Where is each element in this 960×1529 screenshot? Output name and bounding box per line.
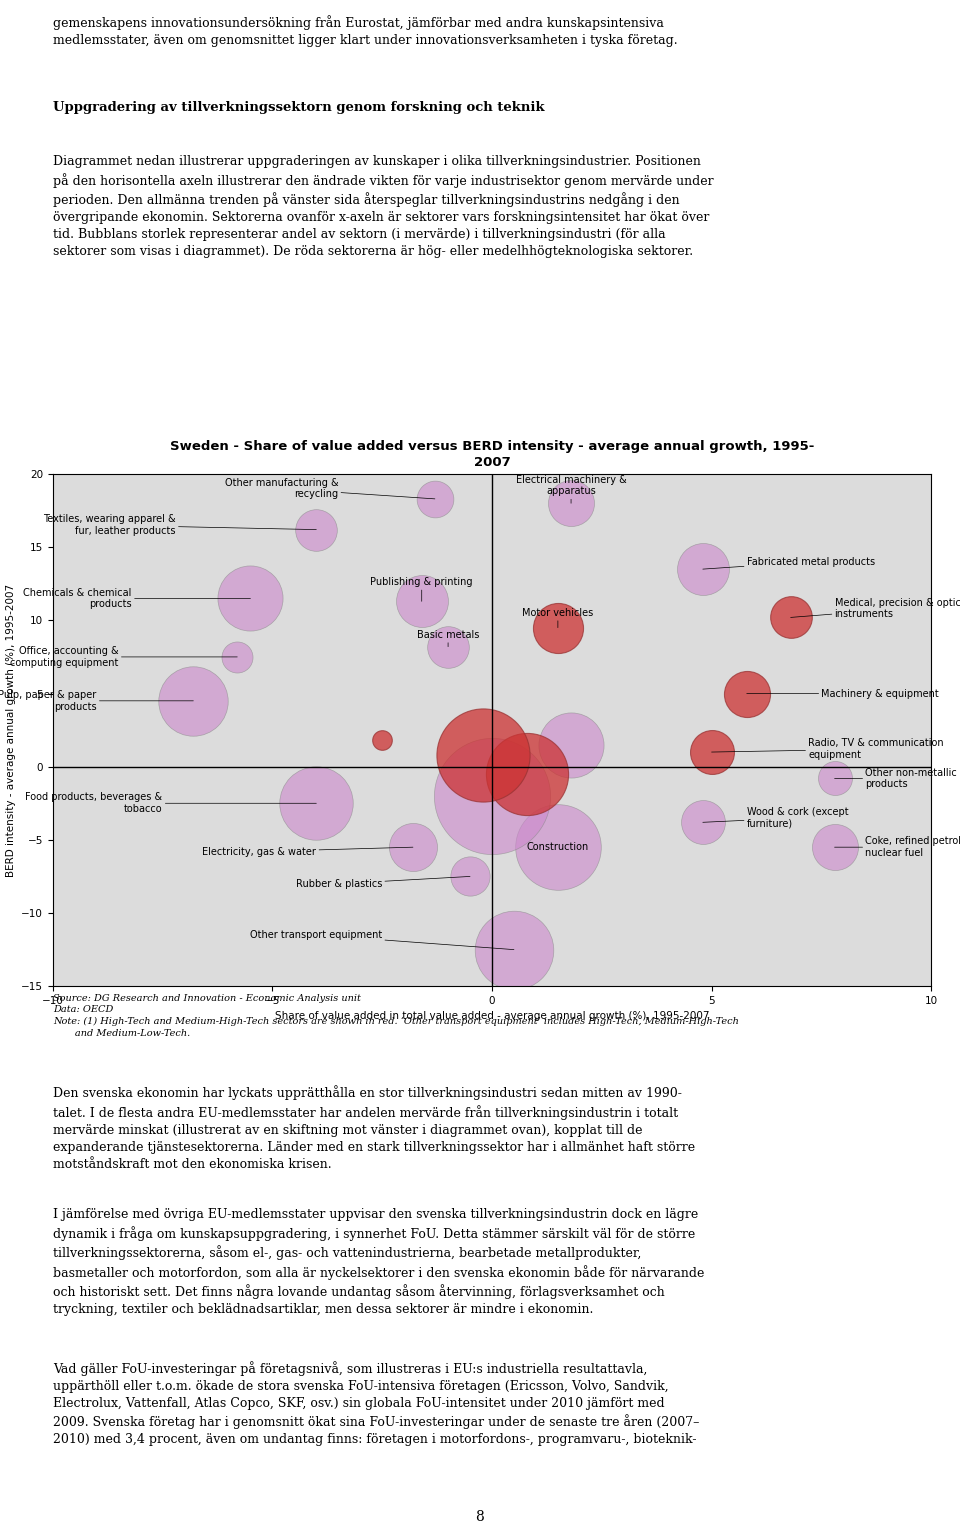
Point (309, 517, 324, 541)
Point (704, 740, 719, 764)
Text: Construction: Construction (527, 842, 589, 852)
Point (519, 761, 535, 786)
Point (827, 835, 842, 859)
Point (475, 743, 491, 768)
Text: Basic metals: Basic metals (417, 630, 479, 647)
Text: Wood & cork (except
furniture): Wood & cork (except furniture) (703, 807, 849, 829)
Text: Food products, beverages &
tobacco: Food products, beverages & tobacco (26, 792, 317, 813)
Point (441, 635, 456, 659)
Text: Machinery & equipment: Machinery & equipment (747, 688, 939, 699)
Point (695, 557, 710, 581)
Text: Fabricated metal products: Fabricated metal products (703, 557, 875, 569)
Text: Office, accounting &
computing equipment: Office, accounting & computing equipment (11, 647, 237, 668)
Text: Diagrammet nedan illustrerar uppgraderingen av kunskaper i olika tillverkningsin: Diagrammet nedan illustrerar uppgraderin… (53, 154, 713, 258)
Text: gemenskapens innovationsundersökning från Eurostat, jämförbar med andra kunskaps: gemenskapens innovationsundersökning frå… (53, 15, 678, 47)
Text: Chemicals & chemical
products: Chemicals & chemical products (23, 587, 251, 609)
Point (695, 810, 710, 835)
Text: Other transport equipment: Other transport equipment (250, 930, 514, 950)
Text: Motor vehicles: Motor vehicles (522, 609, 593, 627)
Text: Pulp, paper & paper
products: Pulp, paper & paper products (0, 690, 193, 711)
Point (405, 835, 420, 859)
Point (185, 688, 201, 713)
Point (564, 732, 579, 757)
Point (463, 864, 478, 888)
Text: Uppgradering av tillverkningssektorn genom forskning och teknik: Uppgradering av tillverkningssektorn gen… (53, 101, 544, 115)
Point (827, 766, 842, 790)
Point (414, 589, 429, 613)
X-axis label: Share of value added in total value added - average annual growth (%), 1995-2007: Share of value added in total value adde… (275, 1012, 709, 1021)
Point (783, 605, 799, 630)
Text: Coke, refined petroleum,
nuclear fuel: Coke, refined petroleum, nuclear fuel (834, 836, 960, 858)
Point (550, 835, 565, 859)
Text: Rubber & plastics: Rubber & plastics (296, 876, 470, 888)
Text: Den svenska ekonomin har lyckats upprätthålla en stor tillverkningsindustri seda: Den svenska ekonomin har lyckats upprätt… (53, 1086, 695, 1171)
Text: Electricity, gas & water: Electricity, gas & water (203, 847, 413, 856)
Text: Textiles, wearing apparel &
fur, leather products: Textiles, wearing apparel & fur, leather… (43, 514, 317, 537)
Point (427, 486, 443, 511)
Point (506, 937, 521, 962)
Text: Electrical machinery &
apparatus: Electrical machinery & apparatus (516, 476, 627, 503)
Text: Publishing & printing: Publishing & printing (371, 578, 473, 601)
Point (564, 491, 579, 515)
Text: Vad gäller FoU-investeringar på företagsnivå, som illustreras i EU:s industriell: Vad gäller FoU-investeringar på företags… (53, 1361, 699, 1446)
Text: Source: DG Research and Innovation - Economic Analysis unit
Data: OECD
Note: (1): Source: DG Research and Innovation - Eco… (53, 994, 738, 1038)
Text: Other manufacturing &
recycling: Other manufacturing & recycling (225, 479, 435, 500)
Text: Other non-metallic mineral
products: Other non-metallic mineral products (834, 768, 960, 789)
Text: 8: 8 (475, 1511, 485, 1524)
Y-axis label: BERD intensity - average annual growth (%), 1995-2007: BERD intensity - average annual growth (… (6, 584, 15, 876)
Title: Sweden - Share of value added versus BERD intensity - average annual growth, 199: Sweden - Share of value added versus BER… (170, 440, 814, 469)
Point (550, 615, 565, 639)
Point (229, 645, 245, 670)
Point (243, 586, 258, 610)
Text: Medical, precision & optical
instruments: Medical, precision & optical instruments (791, 598, 960, 619)
Text: Radio, TV & communication
equipment: Radio, TV & communication equipment (711, 739, 944, 760)
Point (374, 728, 390, 752)
Point (739, 682, 755, 706)
Point (484, 784, 499, 809)
Point (309, 790, 324, 815)
Text: I jämförelse med övriga EU-medlemsstater uppvisar den svenska tillverkningsindus: I jämförelse med övriga EU-medlemsstater… (53, 1208, 705, 1316)
